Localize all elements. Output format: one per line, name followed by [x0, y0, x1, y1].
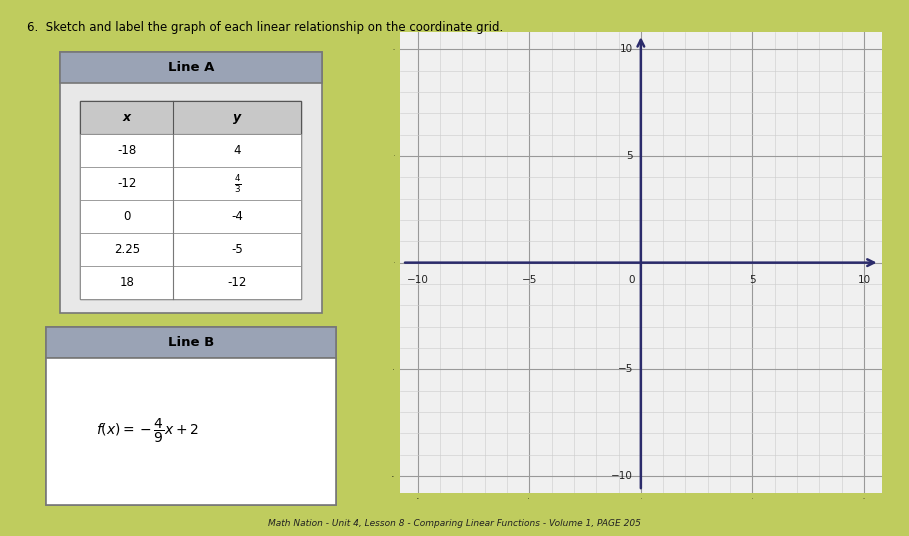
Text: -12: -12: [117, 177, 136, 190]
Bar: [60, 52, 322, 314]
Bar: [80, 233, 302, 266]
Bar: [45, 327, 336, 504]
Text: Line B: Line B: [168, 336, 214, 349]
Bar: [80, 200, 302, 233]
Bar: [80, 101, 302, 134]
Text: $\frac{4}{3}$: $\frac{4}{3}$: [234, 173, 241, 195]
Text: x: x: [123, 111, 131, 124]
Text: $f(x) = -\dfrac{4}{9}x + 2$: $f(x) = -\dfrac{4}{9}x + 2$: [95, 417, 199, 445]
Text: Math Nation - Unit 4, Lesson 8 - Comparing Linear Functions - Volume 1, PAGE 205: Math Nation - Unit 4, Lesson 8 - Compari…: [268, 519, 641, 528]
Text: 0: 0: [123, 210, 131, 224]
Text: -4: -4: [232, 210, 244, 224]
Bar: [80, 134, 302, 167]
Text: y: y: [234, 111, 242, 124]
Text: 2.25: 2.25: [114, 243, 140, 256]
Bar: [45, 358, 336, 504]
Text: −10: −10: [407, 276, 429, 286]
Bar: [80, 266, 302, 299]
Text: 18: 18: [119, 277, 135, 289]
Text: 4: 4: [234, 144, 241, 157]
Text: 10: 10: [620, 44, 633, 54]
Text: -5: -5: [232, 243, 244, 256]
Bar: [60, 52, 322, 83]
Text: 5: 5: [749, 276, 755, 286]
Text: 10: 10: [857, 276, 871, 286]
Text: 5: 5: [626, 151, 633, 161]
Bar: [80, 167, 302, 200]
Text: Line A: Line A: [167, 61, 215, 74]
Text: −5: −5: [522, 276, 537, 286]
Text: −5: −5: [617, 364, 633, 374]
Text: -18: -18: [117, 144, 136, 157]
Bar: [45, 327, 336, 358]
Text: 6.  Sketch and label the graph of each linear relationship on the coordinate gri: 6. Sketch and label the graph of each li…: [27, 21, 504, 34]
Text: −10: −10: [611, 471, 633, 481]
Text: 0: 0: [629, 276, 635, 286]
Bar: [80, 101, 302, 299]
Text: -12: -12: [227, 277, 247, 289]
